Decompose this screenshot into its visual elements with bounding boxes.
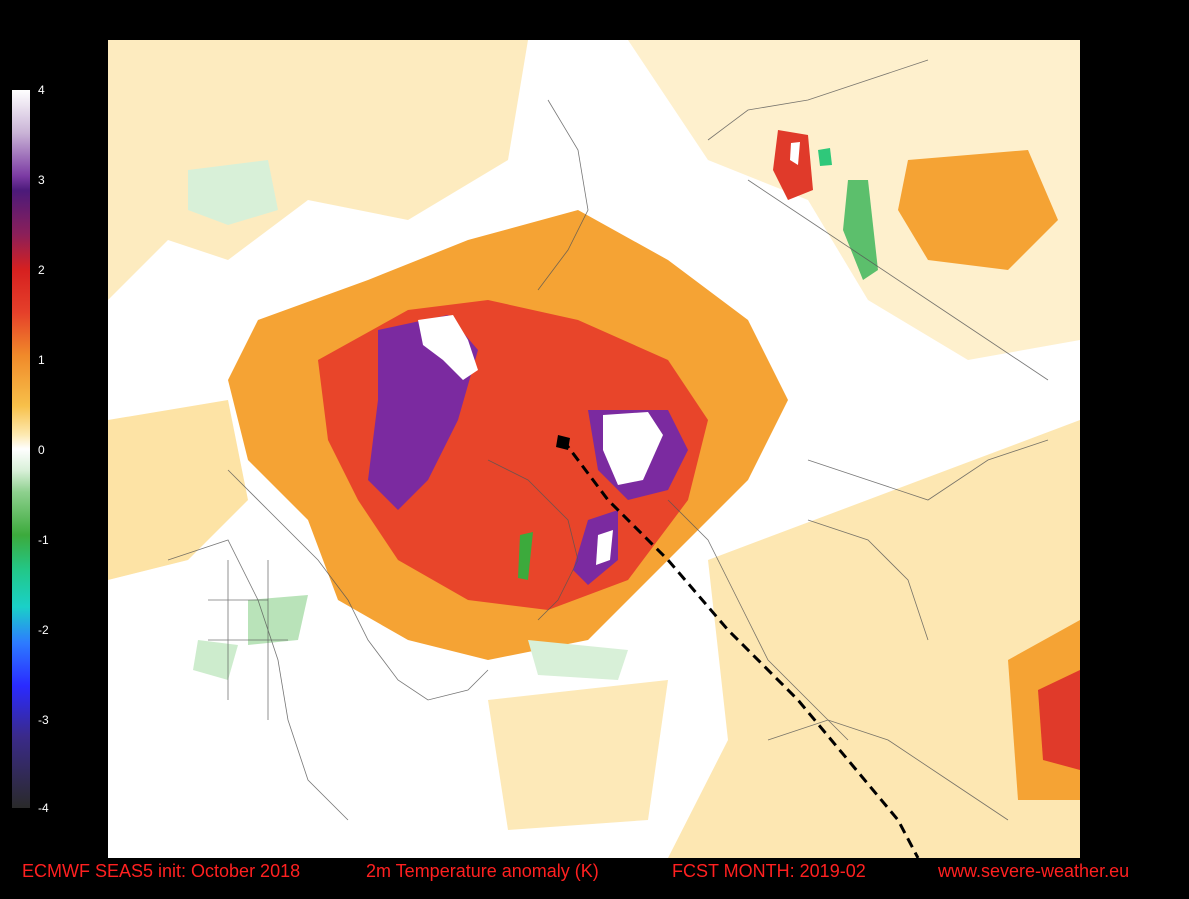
colorbar-tick: 4 <box>38 83 45 97</box>
colorbar-tick: -4 <box>38 801 49 815</box>
footer: ECMWF SEAS5 init: October 2018 2m Temper… <box>0 861 1189 885</box>
colorbar <box>12 90 30 808</box>
variable-label: 2m Temperature anomaly (K) <box>366 861 599 881</box>
anomaly-map[interactable] <box>108 40 1080 858</box>
colorbar-tick: 0 <box>38 443 45 457</box>
colorbar-tick: 3 <box>38 173 45 187</box>
website-label: www.severe-weather.eu <box>938 861 1130 881</box>
forecast-month-label: FCST MONTH: 2019-02 <box>672 861 866 881</box>
model-init-label: ECMWF SEAS5 init: October 2018 <box>22 861 301 881</box>
map-graphic <box>108 40 1080 858</box>
colorbar-tick: 2 <box>38 263 45 277</box>
colorbar-tick: 1 <box>38 353 45 367</box>
colorbar-tick: -3 <box>38 713 49 727</box>
colorbar-tick: -1 <box>38 533 49 547</box>
colorbar-tick: -2 <box>38 623 49 637</box>
